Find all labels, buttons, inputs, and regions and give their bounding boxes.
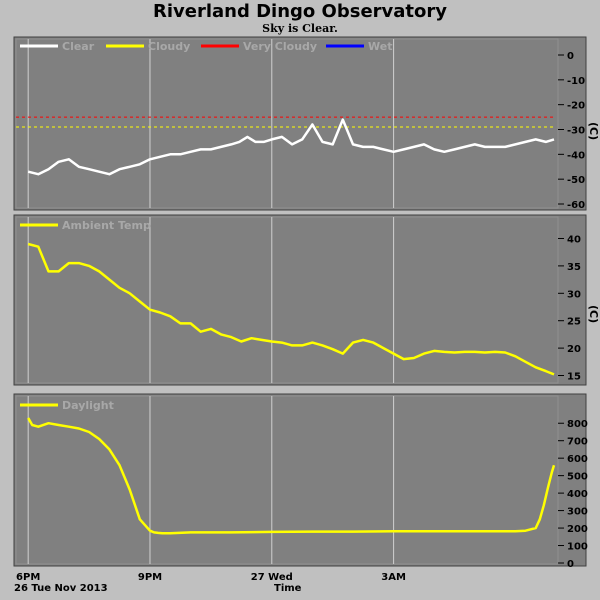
- x-axis-label: Time: [274, 583, 302, 594]
- ambient-temp-unit-label: (C): [587, 305, 600, 323]
- panel-background: [13, 36, 587, 211]
- x-tick-label: 6PM: [16, 572, 40, 583]
- series-line-daylight: [27, 417, 556, 535]
- y-tick-label: 35: [567, 262, 581, 273]
- y-tick-label: 40: [567, 234, 581, 245]
- y-tick-label: 300: [567, 507, 588, 518]
- y-tick-label: 0: [567, 51, 574, 62]
- x-tick-label: 3AM: [381, 572, 406, 583]
- legend-label: Wet: [368, 40, 392, 53]
- y-tick-label: 400: [567, 489, 588, 500]
- legend-label: Very Cloudy: [243, 40, 317, 53]
- x-tick-label: 9PM: [138, 572, 162, 583]
- plot-area-border: [15, 395, 559, 565]
- y-tick-label: 600: [567, 454, 588, 465]
- plot-area-border: [15, 216, 559, 384]
- y-tick-label: -60: [567, 200, 585, 211]
- y-tick-label: 100: [567, 542, 588, 553]
- y-tick-label: 25: [567, 317, 581, 328]
- date-label: 26 Tue Nov 2013: [14, 583, 108, 594]
- y-tick-label: -30: [567, 126, 585, 137]
- y-tick-label: 15: [567, 372, 581, 383]
- y-tick-label: 200: [567, 524, 588, 535]
- legend-label: Clear: [62, 40, 95, 53]
- y-tick-label: -10: [567, 76, 585, 87]
- series-line-sky-temp: [27, 118, 555, 176]
- x-tick-label: 27 Wed: [251, 572, 293, 583]
- y-tick-label: 500: [567, 472, 588, 483]
- legend-label: Daylight: [62, 399, 114, 412]
- y-tick-label: 20: [567, 344, 581, 355]
- series-line-ambient-temp: [27, 242, 555, 376]
- y-tick-label: -50: [567, 175, 585, 186]
- y-tick-label: -40: [567, 150, 585, 161]
- panel-background: [13, 214, 587, 386]
- panel-background: [13, 393, 587, 567]
- y-tick-label: 700: [567, 437, 588, 448]
- y-tick-label: 800: [567, 419, 588, 430]
- y-tick-label: 0: [567, 559, 574, 570]
- page-subtitle: Sky is Clear.: [262, 22, 338, 35]
- page-title: Riverland Dingo Observatory: [152, 1, 448, 22]
- y-tick-label: 30: [567, 289, 581, 300]
- legend-label: Cloudy: [148, 40, 190, 53]
- y-tick-label: -20: [567, 101, 585, 112]
- sky-temp-unit-label: (C): [587, 122, 600, 140]
- legend-label: Ambient Temp: [62, 219, 151, 232]
- plot-area-border: [15, 38, 559, 209]
